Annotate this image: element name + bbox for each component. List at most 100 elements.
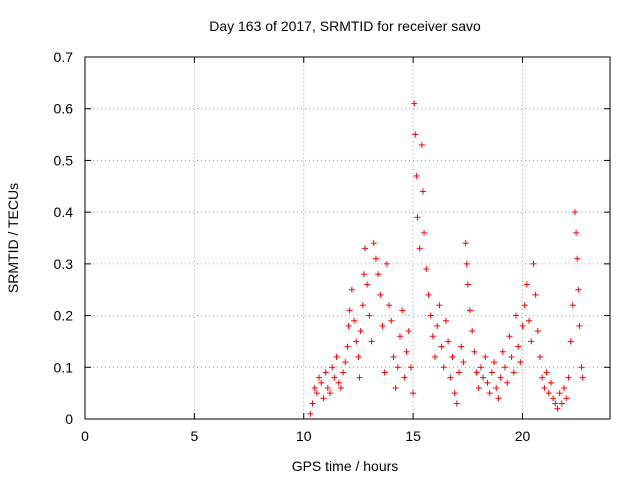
data-point <box>467 307 473 314</box>
data-point <box>475 384 482 391</box>
data-point <box>462 240 469 247</box>
data-point <box>401 374 408 381</box>
data-point <box>456 369 463 376</box>
data-point <box>526 317 533 324</box>
y-axis-label: SRMTID / TECUs <box>5 183 21 293</box>
data-point <box>360 271 367 278</box>
data-point <box>327 390 333 397</box>
data-point <box>434 322 441 329</box>
data-point <box>412 131 419 138</box>
x-tick-label: 5 <box>190 428 198 444</box>
data-point <box>523 281 530 288</box>
data-point <box>429 333 436 340</box>
data-point <box>407 364 414 371</box>
data-point <box>344 343 351 350</box>
data-point <box>575 286 582 293</box>
data-point <box>464 281 471 288</box>
data-point <box>309 400 316 407</box>
data-point <box>563 395 570 402</box>
data-point <box>394 364 401 371</box>
data-point <box>416 245 423 252</box>
data-point <box>497 374 504 381</box>
data-point <box>539 374 546 381</box>
data-point <box>388 317 395 324</box>
data-point <box>348 286 355 293</box>
x-tick-label: 20 <box>515 428 531 444</box>
data-point <box>379 322 386 329</box>
data-point <box>565 374 572 381</box>
data-point <box>403 348 410 355</box>
data-point <box>383 260 390 267</box>
data-point <box>558 400 565 407</box>
data-point <box>495 395 502 402</box>
data-point <box>515 343 522 350</box>
data-point <box>329 364 336 371</box>
data-point <box>359 302 366 309</box>
data-point <box>362 245 368 252</box>
grid-layer <box>85 57 610 419</box>
data-point <box>370 240 377 247</box>
data-point <box>453 400 460 407</box>
axis-ticks: 0 0.1 0.2 0.3 0.4 0.5 0.6 0.7 0 5 10 15 20 <box>54 49 610 444</box>
data-point <box>440 364 447 371</box>
data-point <box>521 302 528 309</box>
y-tick-label: 0.5 <box>54 152 74 168</box>
data-point <box>381 369 388 376</box>
data-point <box>493 384 500 391</box>
data-point <box>567 338 574 345</box>
data-point <box>413 172 420 179</box>
data-point <box>504 379 511 386</box>
data-point <box>351 317 358 324</box>
data-point <box>355 353 362 360</box>
data-point <box>574 255 581 262</box>
data-point <box>506 333 513 340</box>
data-point <box>397 333 403 340</box>
y-tick-label: 0.3 <box>54 256 74 272</box>
data-point <box>578 364 585 371</box>
data-point <box>432 353 438 360</box>
data-point <box>436 302 443 309</box>
data-point <box>579 374 586 381</box>
data-point <box>572 209 578 216</box>
data-point <box>469 328 476 335</box>
data-point <box>442 317 449 324</box>
data-point <box>307 410 314 417</box>
data-point <box>377 291 384 298</box>
data-point <box>345 322 352 329</box>
data-point <box>316 374 323 381</box>
x-tick-label: 15 <box>405 428 421 444</box>
data-point <box>368 338 375 345</box>
y-tick-label: 0.4 <box>54 204 74 220</box>
data-point <box>508 353 515 360</box>
data-point <box>322 369 329 376</box>
y-tick-label: 0.2 <box>54 308 74 324</box>
data-point <box>576 322 583 329</box>
data-point <box>364 281 371 288</box>
data-point <box>447 374 454 381</box>
y-tick-label: 0.6 <box>54 101 74 117</box>
data-point <box>449 353 456 360</box>
data-point <box>486 390 493 397</box>
data-point <box>530 260 537 267</box>
data-point <box>372 255 379 262</box>
y-tick-label: 0.1 <box>54 359 74 375</box>
data-point <box>311 384 318 391</box>
data-point <box>517 359 524 366</box>
data-point <box>512 312 519 319</box>
data-point <box>425 291 432 298</box>
data-point <box>335 379 342 386</box>
data-point <box>410 390 417 397</box>
data-point <box>502 364 508 371</box>
data-point <box>353 338 360 345</box>
data-point <box>463 260 470 267</box>
data-point <box>324 384 331 391</box>
data-point <box>438 343 445 350</box>
y-tick-label: 0 <box>65 411 73 427</box>
data-point <box>569 302 576 309</box>
chart-title: Day 163 of 2017, SRMTID for receiver sav… <box>209 18 481 34</box>
data-point <box>573 229 580 236</box>
data-point <box>419 188 426 195</box>
data-point <box>411 100 418 107</box>
data-point <box>484 379 491 386</box>
